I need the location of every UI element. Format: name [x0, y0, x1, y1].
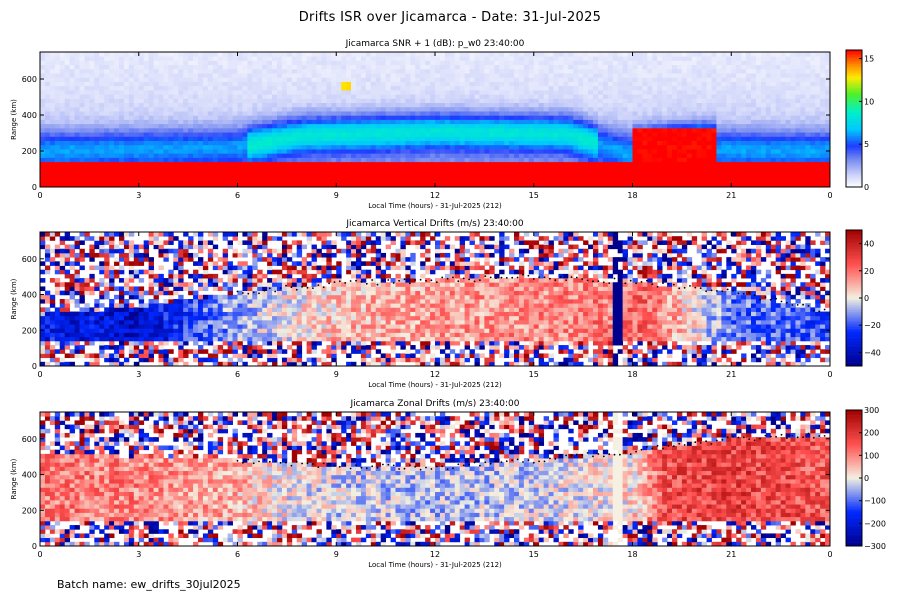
y-tick-label-0-1: 200 — [22, 147, 37, 156]
colorbar-tick-label-1-1: 20 — [864, 267, 874, 276]
colorbar-2 — [846, 409, 862, 547]
x-tick-label-2-6: 18 — [627, 550, 637, 559]
colorbar-tick-label-0-2: 5 — [864, 140, 869, 149]
snr-panel-title: Jicamarca SNR + 1 (dB): p_w0 23:40:00 — [345, 39, 525, 49]
x-tick-label-2-7: 21 — [726, 550, 736, 559]
x-tick-label-1-1: 3 — [136, 370, 141, 379]
y-axis-label-1: Range (km) — [10, 278, 18, 319]
x-tick-label-0-6: 18 — [627, 191, 637, 200]
y-tick-label-1-0: 0 — [32, 362, 37, 371]
x-axis-label-0: Local Time (hours) - 31-Jul-2025 (212) — [368, 202, 502, 210]
x-tick-label-2-4: 12 — [430, 550, 440, 559]
x-tick-label-0-2: 6 — [235, 191, 240, 200]
colorbar-tick-label-2-1: 200 — [864, 429, 879, 438]
y-tick-label-0-0: 0 — [32, 183, 37, 192]
colorbar-tick-label-2-5: −200 — [864, 519, 886, 528]
y-tick-label-1-3: 600 — [22, 255, 37, 264]
x-tick-label-0-0: 0 — [37, 191, 42, 200]
x-tick-label-0-7: 21 — [726, 191, 736, 200]
y-tick-label-1-2: 400 — [22, 291, 37, 300]
y-tick-label-0-3: 600 — [22, 75, 37, 84]
y-tick-label-0-2: 400 — [22, 111, 37, 120]
colorbar-tick-label-2-0: 300 — [864, 406, 879, 415]
x-tick-label-2-3: 9 — [334, 550, 339, 559]
colorbar-tick-label-2-6: −300 — [864, 542, 886, 551]
x-tick-label-2-0: 0 — [37, 550, 42, 559]
colorbar-tick-label-2-2: 100 — [864, 451, 879, 460]
colorbar-tick-label-1-4: −40 — [864, 348, 881, 357]
x-tick-label-0-4: 12 — [430, 191, 440, 200]
colorbar-tick-label-2-4: −100 — [864, 497, 886, 506]
y-tick-label-2-3: 600 — [22, 435, 37, 444]
colorbar-tick-label-2-3: 0 — [864, 474, 869, 483]
batch-name-label: Batch name: ew_drifts_30jul2025 — [57, 578, 241, 591]
x-tick-label-1-7: 21 — [726, 370, 736, 379]
x-tick-label-1-8: 0 — [827, 370, 832, 379]
x-tick-label-1-3: 9 — [334, 370, 339, 379]
x-tick-label-2-1: 3 — [136, 550, 141, 559]
x-tick-label-1-2: 6 — [235, 370, 240, 379]
y-tick-label-2-1: 200 — [22, 506, 37, 515]
y-tick-label-2-2: 400 — [22, 471, 37, 480]
colorbar-frame-0 — [845, 49, 863, 188]
vertical-drift-panel-title: Jicamarca Vertical Drifts (m/s) 23:40:00 — [346, 219, 524, 229]
x-tick-label-0-3: 9 — [334, 191, 339, 200]
panel-0-heatmap — [40, 52, 831, 188]
y-tick-label-2-0: 0 — [32, 542, 37, 551]
figure-title: Drifts ISR over Jicamarca - Date: 31-Jul… — [298, 10, 602, 25]
x-tick-label-1-0: 0 — [37, 370, 42, 379]
x-tick-label-1-5: 15 — [529, 370, 539, 379]
colorbar-tick-label-0-1: 10 — [864, 97, 874, 106]
x-tick-label-1-4: 12 — [430, 370, 440, 379]
x-tick-label-2-2: 6 — [235, 550, 240, 559]
colorbar-1 — [846, 230, 862, 367]
x-tick-label-0-8: 0 — [827, 191, 832, 200]
colorbar-tick-label-1-3: −20 — [864, 321, 881, 330]
colorbar-frame-2 — [845, 409, 863, 547]
x-axis-label-1: Local Time (hours) - 31-Jul-2025 (212) — [368, 381, 502, 389]
colorbar-tick-label-0-3: 0 — [864, 183, 869, 192]
zonal-drift-panel-title: Jicamarca Zonal Drifts (m/s) 23:40:00 — [350, 399, 520, 409]
x-tick-label-2-8: 0 — [827, 550, 832, 559]
colorbar-tick-label-0-0: 15 — [864, 55, 874, 64]
colorbar-0 — [846, 50, 862, 188]
x-tick-label-0-5: 15 — [529, 191, 539, 200]
colorbar-tick-label-1-2: 0 — [864, 294, 869, 303]
x-tick-label-0-1: 3 — [136, 191, 141, 200]
x-axis-label-2: Local Time (hours) - 31-Jul-2025 (212) — [368, 561, 502, 569]
panel-2-heatmap — [40, 412, 831, 547]
x-tick-label-2-5: 15 — [529, 550, 539, 559]
colorbar-tick-label-1-0: 40 — [864, 240, 874, 249]
panel-1-heatmap — [40, 232, 831, 367]
x-tick-label-1-6: 18 — [627, 370, 637, 379]
colorbar-frame-1 — [845, 229, 863, 367]
y-axis-label-0: Range (km) — [10, 99, 18, 140]
y-axis-label-2: Range (km) — [10, 458, 18, 499]
y-tick-label-1-1: 200 — [22, 326, 37, 335]
